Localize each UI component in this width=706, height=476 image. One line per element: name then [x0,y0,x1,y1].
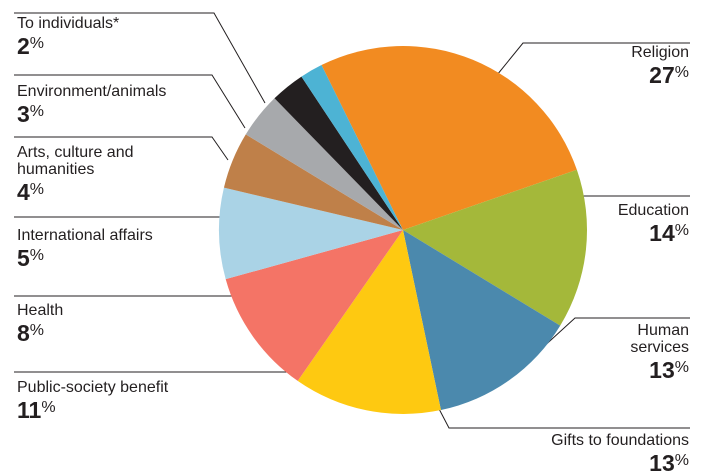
percent-sign: % [674,63,689,81]
pie-slice-arts-culture-and-humanities [245,98,403,230]
slice-value: 5 [17,244,30,271]
leader-line [14,12,266,104]
percent-sign: % [29,34,45,52]
slice-value: 13 [649,449,675,476]
leader-line [14,136,229,161]
percent-sign: % [41,398,56,416]
label-to-individuals: To individuals* 2% [17,15,120,59]
leader-line [496,42,690,76]
pie-slice-religion [321,46,577,230]
leader-line [436,404,690,429]
pie-slice-international-affairs [223,134,403,230]
label-religion: Religion 27% [631,44,689,88]
slice-name: Health [17,302,64,319]
pie-slice-health [219,187,403,280]
leader-line [539,317,690,351]
label-environment-animals: Environment/animals 3% [17,83,167,127]
slice-name: Environment/animals [17,83,167,100]
slice-name: To individuals* [17,15,120,32]
slice-name: Public-society benefit [17,379,169,396]
slice-name: Religion [631,44,689,61]
pie-slice-education [403,169,587,326]
label-health: Health 8% [17,302,64,346]
slice-value: 13 [649,356,675,383]
pie-slice-public-society-benefit [225,230,403,381]
label-education: Education 14% [617,202,689,246]
slice-value: 2 [17,32,30,59]
slice-value: 8 [17,319,30,346]
pie-slice-human-services [403,230,561,411]
percent-sign: % [674,358,689,376]
slice-value: 27 [649,61,675,88]
slice-value: 4 [17,178,30,205]
slice-value: 3 [17,100,30,127]
slice-name: International affairs [17,227,153,244]
percent-sign: % [29,180,45,198]
pie-slices [219,46,587,415]
percent-sign: % [29,246,45,264]
slice-name: Arts, culture and humanities [17,144,134,178]
percent-sign: % [674,451,689,469]
label-gifts-to-foundations: Gifts to foundations 13% [551,432,689,476]
slice-name: Gifts to foundations [551,432,689,449]
pie-slice-environment-animals [274,76,403,230]
percent-sign: % [29,321,45,339]
slice-name: Education [617,202,689,219]
label-arts-culture: Arts, culture and humanities 4% [17,144,177,205]
label-public-society-benefit: Public-society benefit 11% [17,379,169,423]
pie-slice-to-individuals [301,65,403,230]
pie-slice-gifts-to-foundations [297,230,441,415]
percent-sign: % [29,102,45,120]
percent-sign: % [674,221,689,239]
leader-line [14,74,246,129]
slice-name: Human services [630,322,689,356]
leader-lines [14,12,690,429]
slice-value: 14 [649,219,675,246]
label-international-affairs: International affairs 5% [17,227,153,271]
label-human-services: Human services 13% [599,322,689,383]
slice-value: 11 [17,396,42,423]
